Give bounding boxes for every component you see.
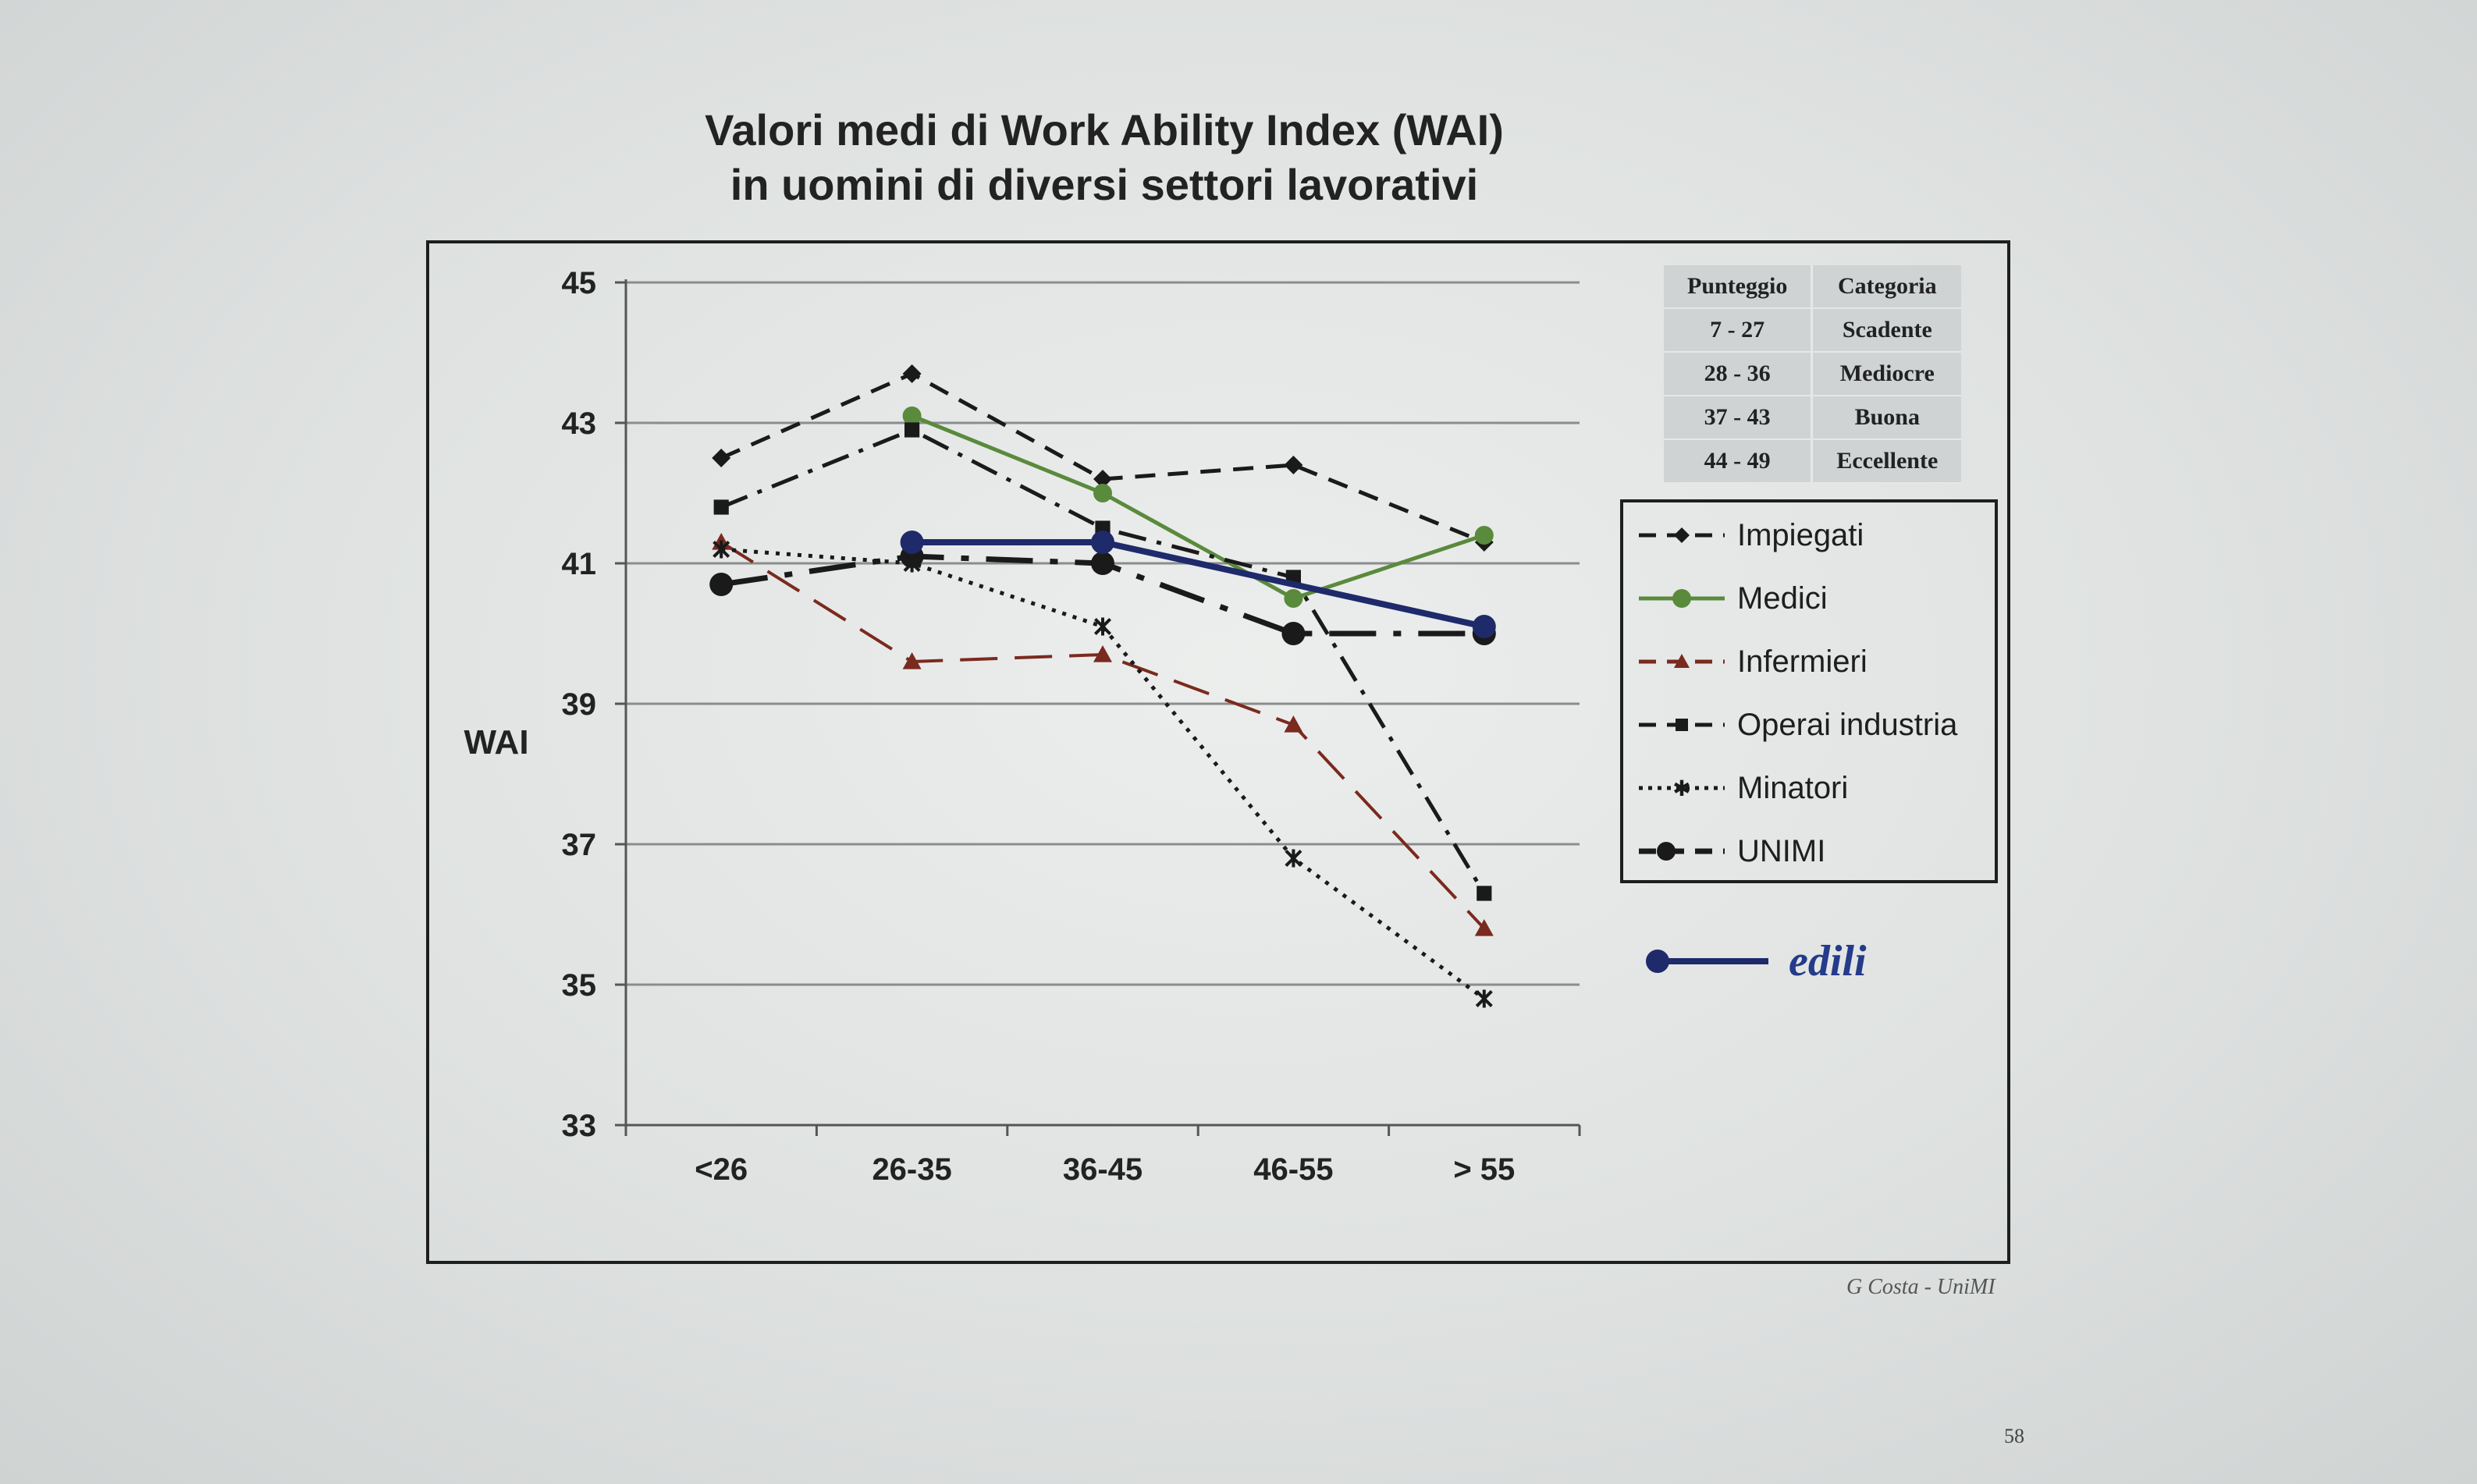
series-line-edili [912, 539, 1485, 630]
score-header-punteggio: Punteggio [1664, 265, 1814, 309]
data-point-infermieri [902, 652, 922, 669]
score-table: Punteggio Categoria 7 - 27 Scadente 28 -… [1664, 265, 1962, 484]
slide-title: Valori medi di Work Ability Index (WAI) … [0, 103, 2209, 212]
legend-label-unimi: UNIMI [1737, 833, 1826, 868]
legend-item-medici: Medici [1623, 575, 1828, 622]
data-point-impiegati [902, 364, 922, 383]
source-credit: G Costa - UniMI [1846, 1275, 1995, 1299]
score-row: 28 - 36 Mediocre [1664, 352, 1962, 396]
legend-label-operai-industria: Operai industria [1737, 707, 1958, 742]
legend-item-impiegati: Impiegati [1623, 512, 1864, 559]
legend-item-infermieri: Infermieri [1623, 638, 1868, 685]
score-table-header: Punteggio Categoria [1664, 265, 1962, 309]
score-row: 7 - 27 Scadente [1664, 308, 1962, 353]
data-point-medici [1284, 589, 1303, 608]
legend-item-minatori: ✱ Minatori [1623, 765, 1848, 811]
data-point-minatori [1093, 617, 1112, 636]
score-row: 37 - 43 Buona [1664, 396, 1962, 440]
x-tick-label: <26 [695, 1152, 748, 1187]
x-tick-label: 46-55 [1253, 1152, 1333, 1187]
score-range: 28 - 36 [1664, 352, 1814, 396]
data-point-infermieri [1093, 645, 1112, 662]
legend-label-impiegati: Impiegati [1737, 517, 1864, 552]
data-point-unimi [1091, 552, 1114, 575]
data-point-infermieri [1474, 919, 1494, 936]
edili-legend-label: edili [1789, 937, 1867, 985]
y-tick-label: 37 [562, 828, 597, 862]
score-category: Scadente [1811, 308, 1962, 353]
legend-label-medici: Medici [1737, 580, 1828, 616]
score-category: Eccellente [1811, 439, 1962, 484]
legend-swatch-impiegati [1639, 527, 1725, 543]
data-point-medici [1093, 484, 1112, 502]
y-tick-label: 39 [562, 687, 597, 722]
legend-swatch-unimi [1639, 842, 1725, 861]
y-axis-label: WAI [464, 723, 528, 762]
score-range: 44 - 49 [1664, 439, 1814, 484]
legend-swatch-minatori: ✱ [1639, 776, 1725, 801]
edili-legend: edili [1629, 936, 1867, 986]
data-point-impiegati [1284, 456, 1303, 474]
legend-label-minatori: Minatori [1737, 770, 1849, 805]
score-category: Mediocre [1811, 352, 1962, 396]
legend-item-operai-industria: Operai industria [1623, 701, 1957, 748]
data-point-impiegati [1093, 470, 1112, 488]
title-line-2: in uomini di diversi settori lavorativi [730, 160, 1479, 209]
data-point-medici [1474, 526, 1494, 545]
series-line-operai-industria [720, 428, 1486, 895]
data-point-medici [902, 407, 922, 425]
data-point-operai-industria [904, 422, 920, 438]
chart-frame [426, 240, 2010, 1264]
data-point-minatori [713, 540, 730, 559]
chart-legend: Impiegati Medici Infermieri Operai industri… [1620, 499, 1998, 883]
legend-swatch-operai-industria [1639, 719, 1725, 731]
data-point-edili [900, 531, 924, 554]
legend-swatch-infermieri [1639, 654, 1725, 668]
data-point-infermieri [1284, 715, 1303, 733]
x-tick-label: 26-35 [872, 1152, 951, 1187]
data-point-unimi [709, 573, 734, 596]
y-tick-label: 41 [562, 547, 597, 581]
data-point-minatori [1475, 989, 1493, 1008]
legend-label-infermieri: Infermieri [1737, 644, 1868, 679]
x-tick-label: > 55 [1453, 1152, 1515, 1187]
edili-legend-swatch [1646, 950, 1768, 973]
series-line-medici [911, 414, 1485, 601]
score-range: 7 - 27 [1664, 308, 1814, 353]
page-number: 58 [2004, 1425, 2024, 1447]
score-range: 37 - 43 [1664, 396, 1814, 440]
x-tick-label: 36-45 [1063, 1152, 1143, 1187]
data-point-unimi [1281, 622, 1306, 645]
series-line-impiegati [720, 371, 1485, 545]
legend-swatch-medici [1639, 589, 1725, 608]
y-tick-label: 35 [562, 968, 597, 1003]
y-tick-label: 33 [562, 1109, 597, 1143]
svg-text:✱: ✱ [1672, 776, 1690, 801]
data-point-edili [1472, 615, 1496, 638]
title-line-1: Valori medi di Work Ability Index (WAI) [705, 105, 1504, 154]
score-category: Buona [1811, 396, 1962, 440]
y-tick-label: 45 [562, 266, 597, 300]
data-point-minatori [1285, 849, 1302, 868]
score-row: 44 - 49 Eccellente [1664, 439, 1962, 484]
data-point-operai-industria [1477, 886, 1492, 901]
data-point-edili [1091, 531, 1114, 554]
data-point-operai-industria [713, 499, 729, 515]
data-point-impiegati [712, 449, 731, 467]
legend-item-unimi: UNIMI [1623, 828, 1825, 875]
score-header-categoria: Categoria [1811, 265, 1962, 309]
y-tick-label: 43 [562, 407, 597, 441]
series-line-minatori [721, 547, 1486, 1001]
